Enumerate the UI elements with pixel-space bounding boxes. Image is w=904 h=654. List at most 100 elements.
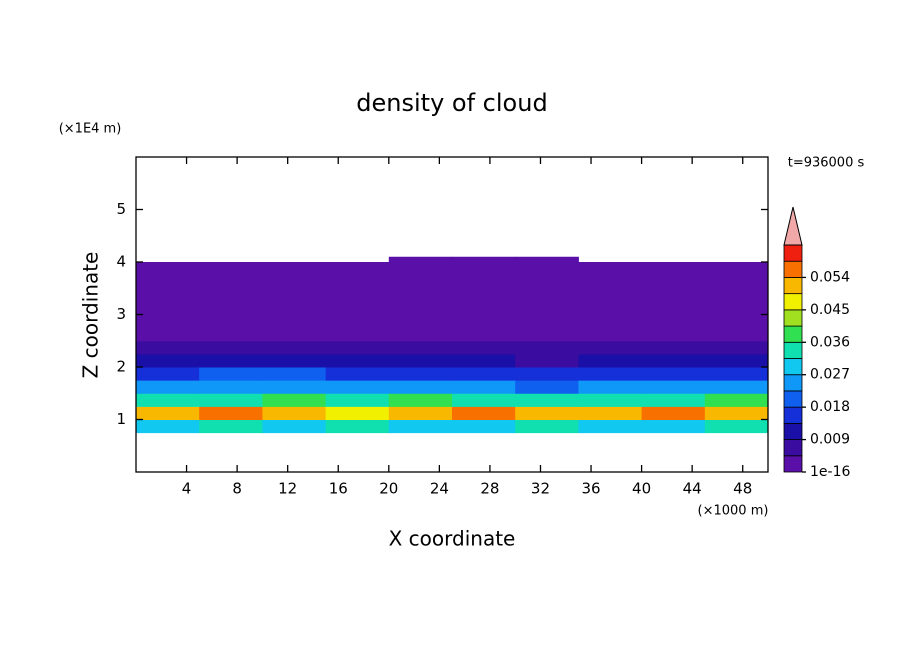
- x-tick-label: 44: [683, 480, 702, 498]
- field-cell: [388, 419, 453, 434]
- x-tick-label: 36: [581, 480, 600, 498]
- field-cell: [578, 393, 643, 407]
- field-cell: [262, 340, 327, 355]
- field-cell: [641, 340, 706, 355]
- field-cell: [578, 419, 643, 434]
- field-cell: [388, 314, 453, 329]
- field-cell: [388, 406, 453, 420]
- colorbar-tick-label: 1e-16: [810, 464, 850, 480]
- field-cell: [515, 367, 579, 381]
- field-cell: [641, 393, 706, 407]
- field-cell: [199, 288, 263, 302]
- x-tick-label: 48: [733, 480, 752, 498]
- field-cell: [199, 340, 263, 355]
- field-cell: [452, 419, 516, 434]
- field-cell: [388, 256, 453, 263]
- field-cell: [388, 340, 453, 355]
- field-cell: [515, 275, 579, 289]
- colorbar-tick-label: 0.027: [810, 367, 850, 383]
- colorbar-swatch: [783, 374, 803, 392]
- x-tick-label: 24: [430, 480, 449, 498]
- field-cell: [325, 406, 390, 420]
- field-cell: [388, 367, 453, 381]
- field-cell: [199, 275, 263, 289]
- field-cell: [325, 419, 390, 434]
- field-cell: [452, 314, 516, 329]
- colorbar-tick-label: 0.018: [810, 399, 850, 415]
- field-cell: [136, 393, 200, 407]
- field-cell: [704, 327, 769, 342]
- y-tick-label: 1: [116, 410, 126, 428]
- colorbar-tick-label: 0.009: [810, 432, 850, 448]
- field-cell: [136, 406, 200, 420]
- field-cell: [388, 380, 453, 394]
- field-cell: [136, 353, 200, 368]
- field-cell: [262, 419, 327, 434]
- colorbar-overflow: [783, 206, 803, 246]
- field-cell: [452, 393, 516, 407]
- field-cell: [704, 340, 769, 355]
- field-cell: [452, 256, 516, 263]
- field-cell: [704, 275, 769, 289]
- field-cell: [388, 275, 453, 289]
- field-cell: [452, 406, 516, 420]
- colorbar-swatch: [783, 341, 803, 359]
- field-cell: [136, 288, 200, 302]
- field-cell: [325, 288, 390, 302]
- field-cell: [641, 262, 706, 276]
- field-cell: [578, 406, 643, 420]
- field-cell: [388, 393, 453, 407]
- field-cell: [704, 367, 769, 381]
- field-cell: [262, 393, 327, 407]
- field-cell: [704, 262, 769, 276]
- field-cell: [641, 419, 706, 434]
- field-cell: [452, 301, 516, 315]
- x-tick-label: 16: [329, 480, 348, 498]
- field-cell: [325, 353, 390, 368]
- field-cell: [452, 288, 516, 302]
- field-cell: [515, 327, 579, 342]
- field-cell: [452, 327, 516, 342]
- field-cell: [578, 288, 643, 302]
- field-cell: [388, 327, 453, 342]
- field-cell: [515, 262, 579, 276]
- colorbar-swatch: [783, 390, 803, 408]
- x-tick-label: 32: [531, 480, 550, 498]
- colorbar-swatch: [783, 309, 803, 327]
- field-cell: [136, 314, 200, 329]
- field-cell: [704, 353, 769, 368]
- field-cell: [515, 301, 579, 315]
- field-cell: [641, 327, 706, 342]
- field-cell: [641, 288, 706, 302]
- field-cell: [578, 353, 643, 368]
- field-cell: [262, 275, 327, 289]
- field-cell: [641, 275, 706, 289]
- field-cell: [578, 301, 643, 315]
- field-cell: [136, 262, 200, 276]
- colorbar-swatch: [783, 422, 803, 440]
- field-cell: [262, 301, 327, 315]
- colorbar-tick-label: 0.036: [810, 334, 850, 350]
- field-cell: [199, 419, 263, 434]
- colorbar-swatch: [783, 260, 803, 278]
- field-cell: [325, 340, 390, 355]
- chart-title: density of cloud: [356, 89, 547, 117]
- field-cell: [578, 367, 643, 381]
- field-cell: [578, 314, 643, 329]
- field-cell: [452, 367, 516, 381]
- y-tick-label: 2: [116, 358, 126, 376]
- field-cell: [452, 275, 516, 289]
- field-cell: [515, 314, 579, 329]
- field-cell: [136, 327, 200, 342]
- field-cell: [704, 406, 769, 420]
- field-cell: [325, 275, 390, 289]
- x-unit: (×1000 m): [698, 504, 769, 519]
- field-cell: [262, 314, 327, 329]
- colorbar-swatch: [783, 277, 803, 295]
- field-cell: [262, 380, 327, 394]
- field-cell: [388, 288, 453, 302]
- colorbar-swatch: [783, 439, 803, 457]
- x-tick-label: 40: [632, 480, 651, 498]
- field-cell: [388, 301, 453, 315]
- field-cell: [515, 393, 579, 407]
